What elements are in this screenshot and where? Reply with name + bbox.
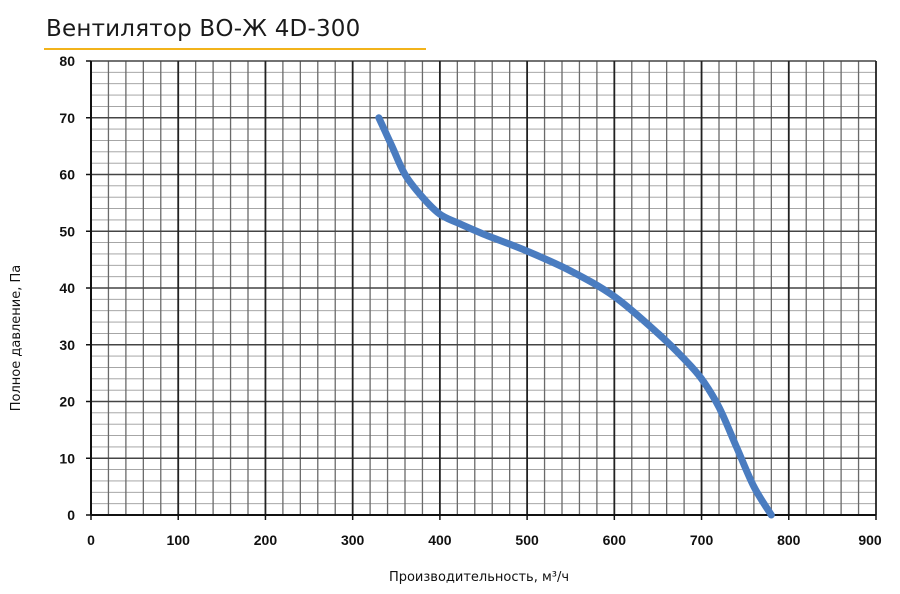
- y-tick-label: 10: [59, 450, 75, 466]
- x-tick-labels: 0 100 200 300 400 500 600 700 800 900: [87, 532, 882, 548]
- x-tick-label: 400: [428, 532, 452, 548]
- series-line: [375, 114, 775, 519]
- x-tick-label: 900: [858, 532, 882, 548]
- x-tick-label: 200: [254, 532, 278, 548]
- x-tick-label: 100: [167, 532, 191, 548]
- y-tick-label: 40: [59, 280, 75, 296]
- y-tick-label: 60: [59, 167, 75, 183]
- y-tick-label: 30: [59, 337, 75, 353]
- y-tick-labels: 0 10 20 30 40 50 60 70 80: [59, 53, 75, 523]
- axes: [86, 60, 877, 520]
- y-tick-label: 80: [59, 53, 75, 69]
- y-axis-label: Полное давление, Па: [9, 265, 24, 412]
- series-layer: [375, 114, 775, 519]
- chart-title: Вентилятор ВО-Ж 4D-300: [46, 16, 361, 42]
- x-tick-label: 300: [341, 532, 365, 548]
- y-tick-label: 50: [59, 223, 75, 239]
- y-tick-label: 20: [59, 394, 75, 410]
- x-tick-label: 600: [603, 532, 627, 548]
- x-axis-label: Производительность, м³/ч: [389, 570, 569, 585]
- x-tick-label: 0: [87, 532, 95, 548]
- x-tick-label: 800: [777, 532, 801, 548]
- title-underline: [44, 48, 426, 50]
- y-tick-label: 0: [67, 507, 75, 523]
- x-tick-label: 500: [515, 532, 539, 548]
- y-tick-label: 70: [59, 110, 75, 126]
- x-tick-label: 700: [690, 532, 714, 548]
